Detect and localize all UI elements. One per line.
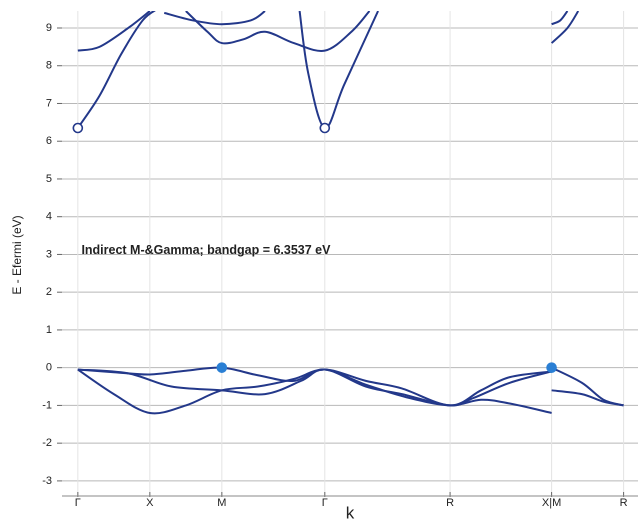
markers: [72, 122, 557, 373]
band-line: [551, 11, 569, 26]
y-tick-label: 4: [46, 211, 52, 223]
band-line: [77, 368, 552, 414]
x-tick-label: M: [217, 497, 226, 509]
x-tick-label: X|M: [542, 497, 561, 509]
band-line: [77, 11, 156, 129]
annotation: Indirect M-&Gamma; bandgap = 6.3537 eV: [81, 243, 331, 257]
y-tick-label: 1: [46, 324, 52, 336]
band-line: [551, 389, 624, 407]
x-tick-label: R: [446, 497, 454, 509]
y-tick-label: 6: [46, 135, 52, 147]
band-line: [77, 366, 552, 407]
band-line: [298, 11, 379, 129]
vbm-marker: [546, 362, 557, 373]
grid: [57, 11, 638, 497]
band-line: [77, 11, 151, 52]
y-tick-label: 0: [46, 362, 52, 374]
y-axis-label: E - Efermi (eV): [10, 215, 24, 294]
x-tick-label: R: [620, 497, 628, 509]
y-tick-label: 3: [46, 248, 52, 260]
y-tick-label: -3: [42, 475, 52, 487]
x-tick-label: X: [146, 497, 154, 509]
labels: -3 -2 -1 0 1 2 3 4 5 6 7 8 9 Γ X M Γ R X|M R Indirect M-&Gam…: [42, 22, 627, 509]
y-tick-label: 8: [46, 60, 52, 72]
band-line: [185, 11, 371, 52]
cbm-marker: [319, 122, 331, 134]
band-line: [163, 11, 266, 26]
cbm-marker: [72, 122, 84, 134]
y-tick-label: 5: [46, 173, 52, 185]
y-tick-label: -1: [42, 399, 52, 411]
vbm-marker: [216, 362, 228, 373]
bands: [77, 11, 624, 415]
y-tick-label: 2: [46, 286, 52, 298]
y-tick-label: 9: [46, 22, 52, 34]
x-tick-label: Γ: [75, 497, 81, 509]
y-tick-label: -2: [42, 437, 52, 449]
x-axis-label: k: [346, 503, 355, 522]
band-line: [77, 368, 552, 415]
x-tick-label: Γ: [322, 497, 328, 509]
band-line: [550, 11, 580, 44]
band-line: [551, 366, 624, 407]
y-tick-label: 7: [46, 97, 52, 109]
